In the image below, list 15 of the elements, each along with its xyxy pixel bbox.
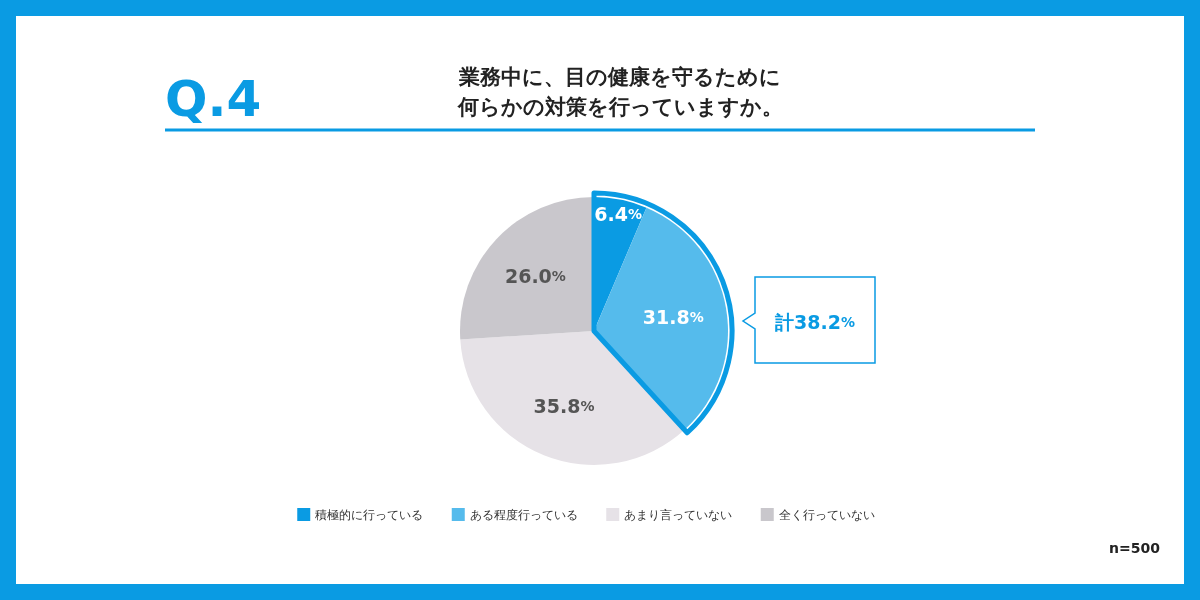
data-label: 31.8% [642,306,704,329]
data-label: 6.4% [594,203,642,226]
data-label: 35.8% [533,394,595,417]
data-label: 26.0% [504,264,566,287]
legend-label: ある程度行っている [469,508,578,522]
legend-label: 積極的に行っている [315,508,424,522]
legend-label: 全く行っていない [778,508,875,522]
pie-slice [460,331,685,465]
legend-label: あまり言っていない [624,508,733,522]
text: n=500 [1109,540,1161,556]
chart-subtitle: 業務中に、目の健康を守るために何らかの対策を行っていますか。 [456,65,783,119]
pie-slice [594,207,728,430]
text: 計38.2% [774,311,855,333]
pie-slice [460,197,594,340]
chart-title: Q.4 [165,70,262,128]
